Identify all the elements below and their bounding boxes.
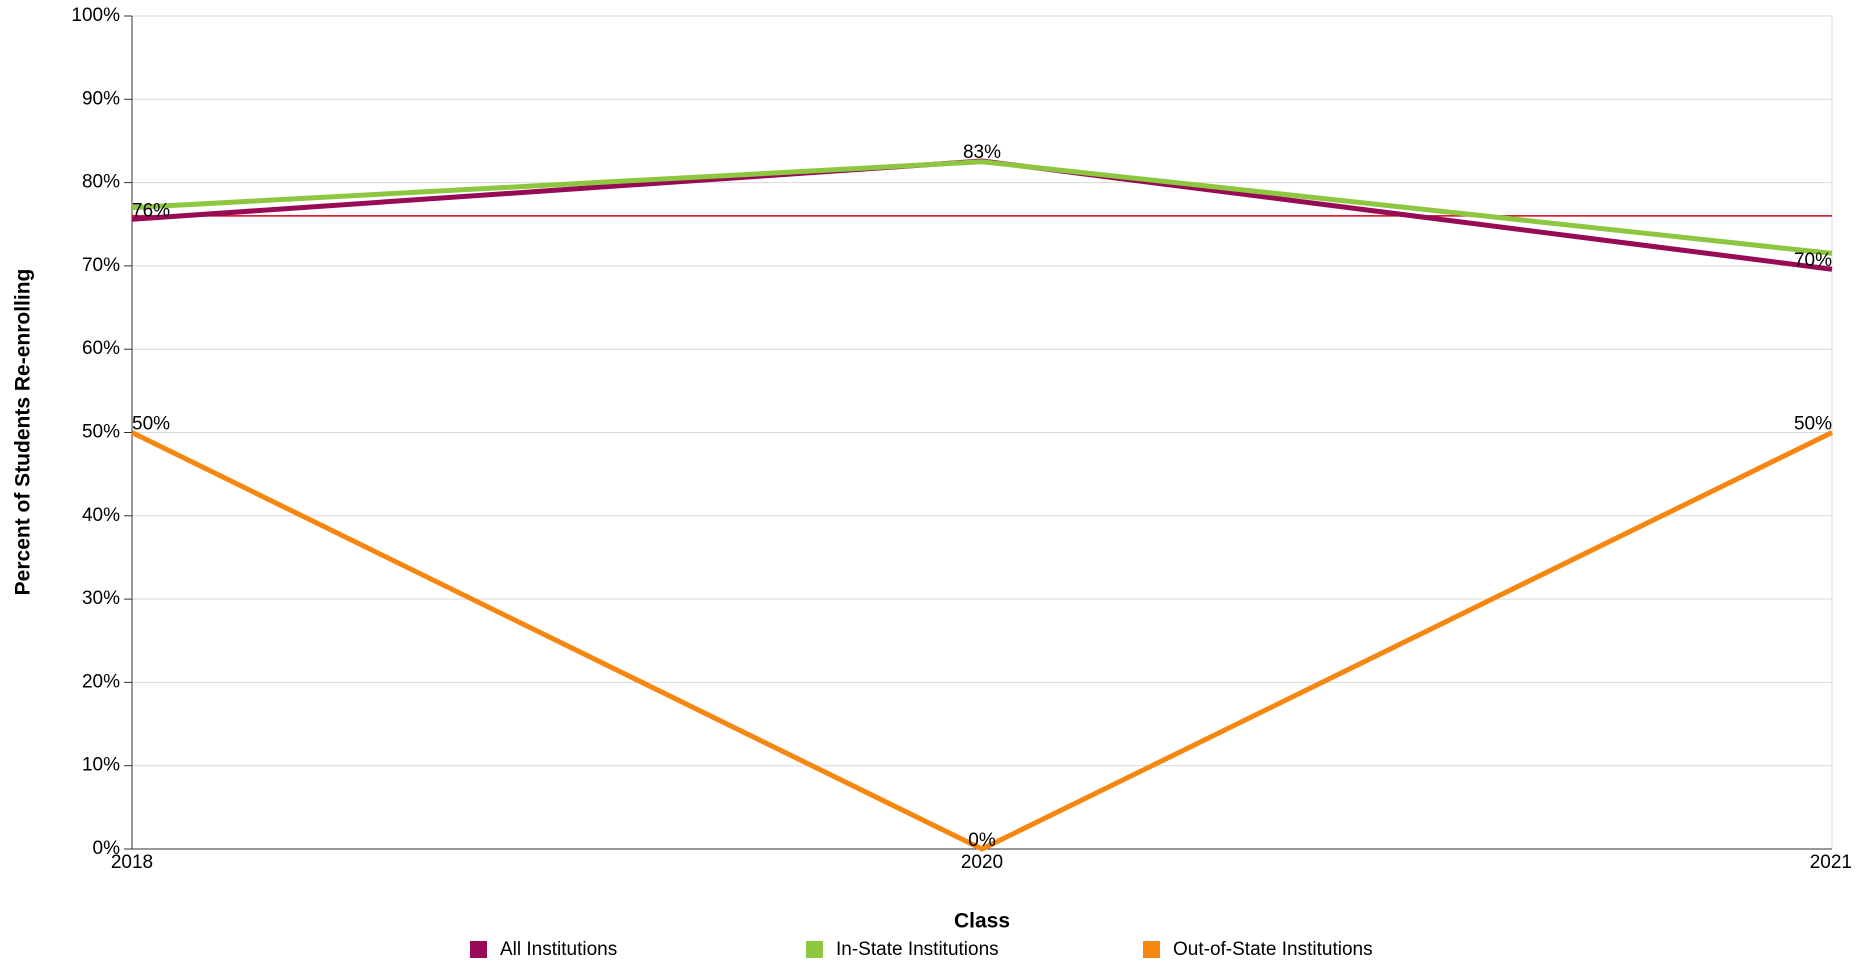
x-tick-label: 2020	[961, 852, 1003, 873]
data-label: 50%	[132, 414, 170, 435]
data-label: 50%	[1794, 414, 1832, 435]
series-line	[131, 159, 1833, 256]
data-label: 0%	[968, 830, 996, 851]
y-tick-label: 90%	[82, 88, 120, 109]
y-tick-label: 100%	[71, 5, 120, 26]
legend-swatch	[1143, 941, 1160, 958]
y-tick-label: 70%	[82, 255, 120, 276]
x-tick-label: 2018	[111, 852, 153, 873]
y-tick-label: 80%	[82, 172, 120, 193]
x-tick-label: 2021	[1810, 852, 1852, 873]
series-line	[131, 158, 1833, 272]
data-label: 83%	[963, 142, 1001, 163]
legend-label: All Institutions	[500, 939, 617, 960]
legend-swatch	[806, 941, 823, 958]
y-tick-label: 0%	[93, 838, 121, 859]
y-tick-label: 60%	[82, 338, 120, 359]
y-axis-title: Percent of Students Re-enrolling	[12, 269, 35, 596]
legend-swatch	[470, 941, 487, 958]
x-axis-title: Class	[954, 910, 1010, 933]
data-label: 76%	[132, 200, 170, 221]
y-tick-label: 20%	[82, 671, 120, 692]
y-tick-label: 50%	[82, 422, 120, 443]
y-tick-label: 30%	[82, 588, 120, 609]
legend-label: Out-of-State Institutions	[1173, 939, 1373, 960]
data-label: 70%	[1794, 250, 1832, 271]
series-line	[130, 430, 1834, 852]
y-tick-label: 10%	[82, 755, 120, 776]
y-tick-label: 40%	[82, 505, 120, 526]
legend-label: In-State Institutions	[836, 939, 999, 960]
